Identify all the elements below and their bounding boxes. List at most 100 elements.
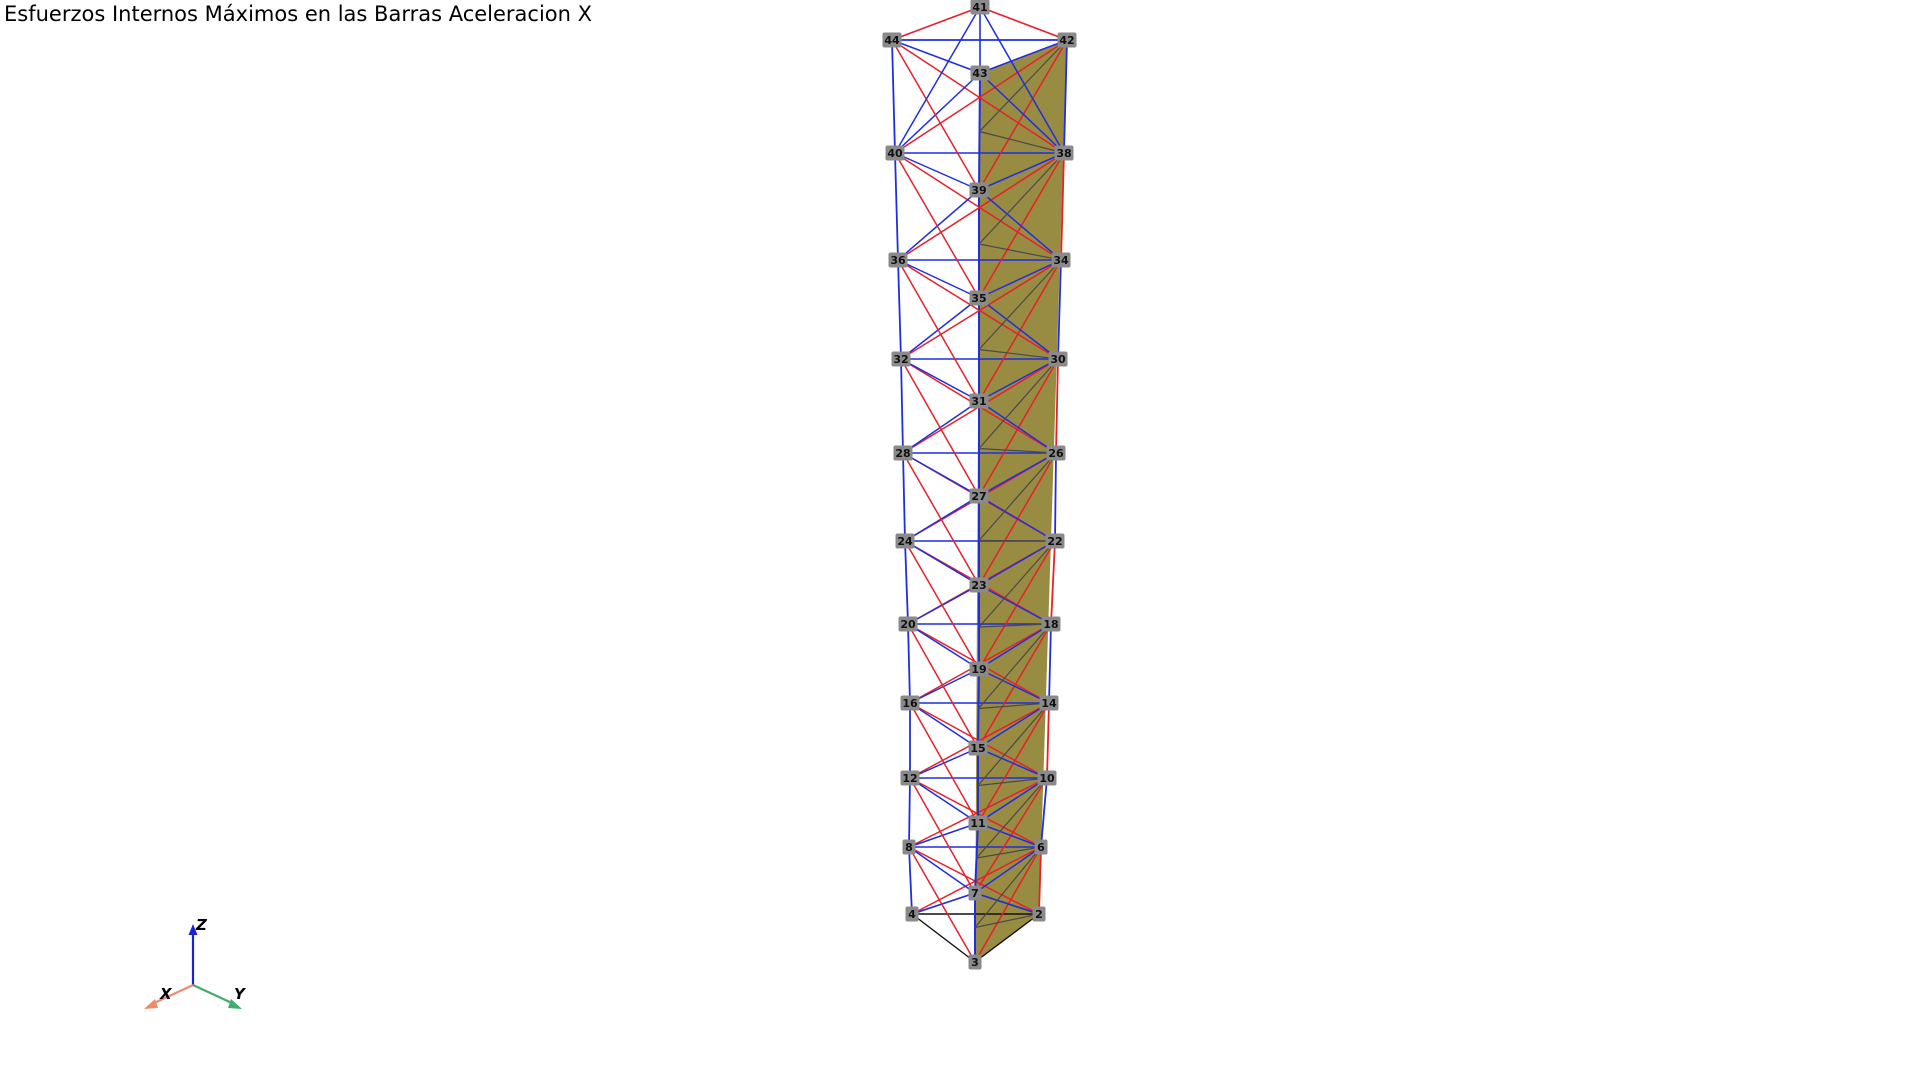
node-15[interactable]: 15 (968, 740, 988, 756)
node-18[interactable]: 18 (1041, 616, 1061, 632)
horizontal-member[interactable] (978, 623, 1052, 670)
horizontal-member[interactable] (979, 39, 1068, 74)
node-7[interactable]: 7 (968, 885, 982, 901)
diagonal-member[interactable] (907, 623, 979, 749)
diagonal-member[interactable] (978, 39, 1068, 191)
node-4[interactable]: 4 (905, 906, 919, 922)
diagonal-member[interactable] (909, 777, 976, 894)
leg-member[interactable] (1050, 540, 1056, 625)
diagonal-member[interactable] (894, 39, 1068, 154)
node-38[interactable]: 38 (1054, 145, 1074, 161)
horizontal-member[interactable] (891, 39, 981, 74)
leg-member[interactable] (1048, 623, 1052, 704)
top-member[interactable] (979, 6, 1068, 41)
top-member[interactable] (979, 6, 1065, 154)
diagonal-member[interactable] (897, 259, 1059, 360)
leg-member[interactable] (1040, 777, 1048, 848)
base-member[interactable] (911, 913, 976, 963)
horizontal-member[interactable] (902, 452, 980, 497)
secondary-member[interactable] (978, 243, 1062, 261)
horizontal-member[interactable] (974, 846, 1042, 894)
diagonal-member[interactable] (904, 495, 980, 542)
secondary-member[interactable] (978, 452, 1057, 541)
diagonal-member[interactable] (907, 584, 980, 625)
secondary-member[interactable] (976, 846, 1042, 859)
secondary-member[interactable] (978, 623, 1052, 628)
diagonal-member[interactable] (902, 452, 980, 586)
horizontal-member[interactable] (978, 452, 1057, 497)
top-member[interactable] (891, 6, 981, 41)
node-42[interactable]: 42 (1057, 32, 1077, 48)
node-2[interactable]: 2 (1032, 906, 1046, 922)
horizontal-member[interactable] (908, 846, 976, 894)
node-39[interactable]: 39 (969, 182, 989, 198)
diagonal-member[interactable] (897, 259, 980, 402)
secondary-member[interactable] (978, 348, 1059, 360)
diagonal-member[interactable] (900, 358, 980, 497)
base-member[interactable] (974, 913, 1040, 963)
diagonal-member[interactable] (977, 747, 1048, 779)
diagonal-member[interactable] (978, 495, 1056, 542)
leg-member[interactable] (1057, 259, 1062, 360)
leg-member[interactable] (1055, 358, 1059, 454)
diagonal-member[interactable] (979, 72, 1065, 154)
secondary-member[interactable] (979, 39, 1068, 132)
node-20[interactable]: 20 (898, 616, 918, 632)
secondary-member[interactable] (974, 913, 1040, 929)
node-14[interactable]: 14 (1039, 695, 1059, 711)
top-member[interactable] (894, 6, 981, 154)
secondary-member[interactable] (978, 540, 1056, 628)
leg-member[interactable] (1063, 39, 1068, 154)
diagonal-member[interactable] (908, 846, 1040, 915)
node-34[interactable]: 34 (1051, 252, 1071, 268)
diagonal-member[interactable] (909, 668, 980, 704)
secondary-member[interactable] (978, 702, 1050, 710)
diagonal-member[interactable] (900, 297, 980, 360)
leg-member[interactable] (1060, 152, 1065, 261)
node-36[interactable]: 36 (888, 252, 908, 268)
node-8[interactable]: 8 (902, 839, 916, 855)
secondary-member[interactable] (978, 259, 1062, 350)
diagonal-member[interactable] (891, 39, 980, 191)
leg-member[interactable] (891, 39, 896, 154)
node-28[interactable]: 28 (893, 445, 913, 461)
leg-member[interactable] (897, 259, 902, 360)
leg-member[interactable] (902, 452, 906, 542)
node-41[interactable]: 41 (970, 0, 990, 15)
diagonal-member[interactable] (891, 39, 1065, 154)
diagonal-member[interactable] (978, 297, 1059, 360)
leg-member[interactable] (1054, 452, 1057, 542)
node-22[interactable]: 22 (1045, 533, 1065, 549)
leg-member[interactable] (1038, 846, 1042, 915)
secondary-member[interactable] (978, 623, 1052, 709)
diagonal-member[interactable] (978, 668, 1050, 704)
node-40[interactable]: 40 (885, 145, 905, 161)
horizontal-member[interactable] (909, 702, 979, 749)
node-31[interactable]: 31 (969, 393, 989, 409)
leg-member[interactable] (894, 152, 899, 261)
diagonal-member[interactable] (904, 540, 980, 670)
horizontal-member[interactable] (904, 540, 980, 586)
diagonal-member[interactable] (908, 822, 979, 848)
node-12[interactable]: 12 (900, 770, 920, 786)
leg-member[interactable] (904, 540, 909, 625)
node-10[interactable]: 10 (1037, 770, 1057, 786)
secondary-member[interactable] (974, 846, 1042, 928)
leg-member[interactable] (900, 358, 904, 454)
horizontal-member[interactable] (907, 623, 980, 670)
diagonal-member[interactable] (897, 189, 980, 261)
node-30[interactable]: 30 (1048, 351, 1068, 367)
node-24[interactable]: 24 (895, 533, 915, 549)
horizontal-member[interactable] (978, 259, 1062, 299)
diagonal-member[interactable] (977, 822, 1042, 848)
node-35[interactable]: 35 (969, 290, 989, 306)
diagonal-member[interactable] (894, 152, 1062, 261)
secondary-member[interactable] (977, 702, 1050, 786)
diagonal-member[interactable] (902, 400, 980, 454)
diagonal-member[interactable] (897, 152, 1065, 261)
node-26[interactable]: 26 (1046, 445, 1066, 461)
node-32[interactable]: 32 (891, 351, 911, 367)
leg-member[interactable] (907, 623, 911, 704)
secondary-member[interactable] (978, 447, 1057, 454)
